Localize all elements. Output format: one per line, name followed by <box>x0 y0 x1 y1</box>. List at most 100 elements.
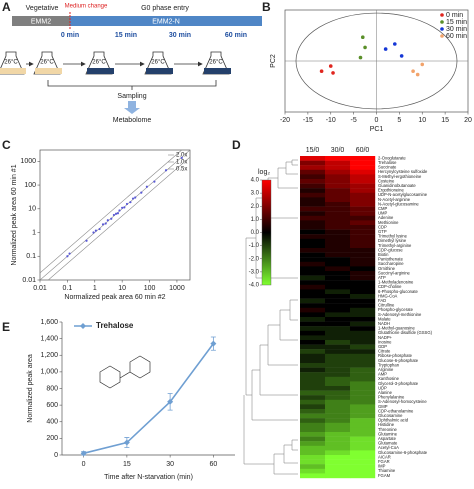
heat-cell <box>325 455 351 460</box>
heat-cell <box>300 464 326 469</box>
medium-bar <box>70 16 262 26</box>
column-label: 15/0 <box>306 147 320 154</box>
heat-cell <box>350 409 376 414</box>
heat-cell <box>300 294 326 299</box>
heat-cell <box>350 248 376 253</box>
heat-cell <box>300 312 326 318</box>
heat-cell <box>300 280 326 285</box>
heat-cell <box>300 160 326 166</box>
heat-cell <box>300 206 326 212</box>
heat-cell <box>350 206 376 212</box>
medium-label: EMM2 <box>31 18 51 25</box>
heat-cell <box>350 289 376 295</box>
medium-label: EMM2-N <box>152 18 180 25</box>
legend-label: Trehalose <box>96 321 134 330</box>
row-label: S-Adenosyl-homocysteine <box>378 399 427 404</box>
heat-cell <box>300 197 326 203</box>
heat-cell <box>350 215 376 221</box>
heat-cell <box>325 234 351 239</box>
point <box>134 196 137 199</box>
heat-cell <box>300 275 326 281</box>
heat-cell <box>325 422 351 428</box>
heat-cell <box>325 156 351 161</box>
point <box>164 169 168 172</box>
bracket <box>47 80 217 90</box>
heat-cell <box>350 197 376 203</box>
row-label: Trehalose <box>378 160 397 165</box>
heat-cell <box>325 372 351 377</box>
heat-cell <box>350 390 376 396</box>
point <box>125 202 129 206</box>
panel-label: C <box>2 138 11 152</box>
row-label: GMP <box>378 404 388 409</box>
point <box>123 439 130 446</box>
point <box>383 47 388 51</box>
legend-marker <box>440 34 444 38</box>
row-label: Inosine <box>378 339 392 344</box>
row-label: Glucosamine-6-phosphate <box>378 450 428 455</box>
heat-cell <box>325 340 351 345</box>
heat-cell <box>300 225 326 230</box>
heat-cell <box>325 192 351 198</box>
row-label: Ophthalmic acid <box>378 418 409 423</box>
heat-cell <box>300 409 326 414</box>
row-label: Glucosamine <box>378 413 403 418</box>
heat-cell <box>325 399 351 405</box>
heat-cell <box>325 179 351 184</box>
heat-cell <box>350 234 376 239</box>
heat-cell <box>300 455 326 460</box>
heat-cell <box>350 340 376 345</box>
heat-cell <box>350 275 376 281</box>
heat-cell <box>300 266 326 272</box>
colorbar <box>261 179 272 286</box>
heat-cell <box>300 418 326 423</box>
phase-label: Medium change <box>65 4 108 10</box>
point <box>145 185 148 188</box>
down-arrow <box>124 101 140 114</box>
heat-cell <box>300 192 326 198</box>
phase-label: G0 phase entry <box>141 5 189 12</box>
row-label: 6-Phospho-gluconate <box>378 289 418 294</box>
heat-cell <box>350 418 376 423</box>
heat-cell <box>350 284 376 290</box>
row-label: NADP+ <box>378 335 393 340</box>
time-label: 30 min <box>169 32 191 39</box>
heat-cell <box>325 464 351 469</box>
heat-cell <box>325 229 351 235</box>
heat-cell <box>300 307 326 313</box>
point <box>360 35 365 39</box>
heat-cell <box>300 261 326 267</box>
diagram: Vegetative Medium change G0 phase entry … <box>0 4 262 124</box>
heat-cell <box>350 395 376 400</box>
point <box>106 219 109 222</box>
heat-cell <box>350 321 376 327</box>
point <box>180 156 183 159</box>
medium-bar <box>12 16 70 26</box>
heat-cell <box>350 229 376 235</box>
heat-cell <box>325 312 351 318</box>
heat-cell <box>325 317 351 322</box>
y-tick-label: 0.01 <box>22 277 36 284</box>
heat-cell <box>325 349 351 354</box>
heat-cell <box>350 326 376 331</box>
heat-cell <box>325 197 351 203</box>
heat-cell <box>300 450 326 456</box>
heat-cell <box>350 399 376 405</box>
heat-cell <box>325 450 351 456</box>
legend-marker <box>440 27 444 31</box>
row-label: UDP <box>378 385 387 390</box>
heat-cell <box>350 257 376 262</box>
heat-cell <box>300 271 326 276</box>
ref-line <box>40 150 183 274</box>
culture <box>0 68 26 74</box>
point <box>129 201 132 204</box>
row-label: Tryptophan <box>378 362 400 367</box>
column-label: 30/0 <box>331 147 345 154</box>
heat-cell <box>350 179 376 184</box>
heat-cell <box>325 473 351 479</box>
row-label: HMG-CoA <box>378 293 398 298</box>
heat-cell <box>350 353 376 359</box>
legend-marker <box>440 20 444 24</box>
heat-cell <box>350 303 376 308</box>
